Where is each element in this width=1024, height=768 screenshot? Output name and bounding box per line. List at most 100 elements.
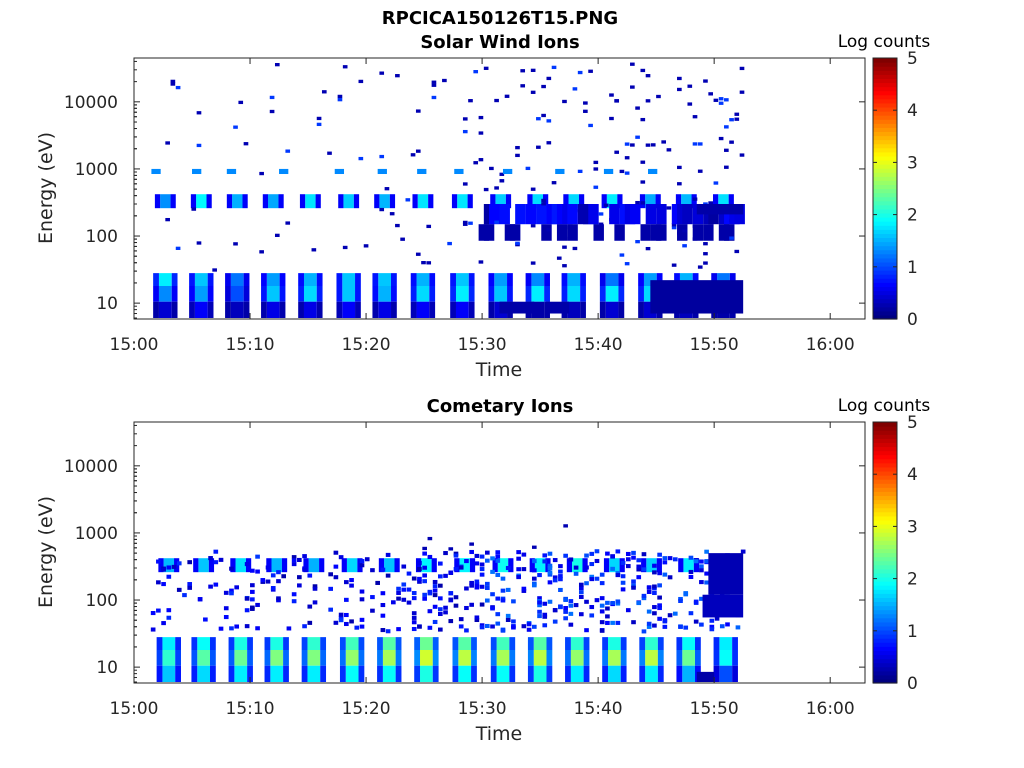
heatmap-cell [459,558,470,573]
heatmap-cell [334,168,345,175]
colorbar-segment [873,229,897,234]
heatmap-cell [207,285,214,302]
y-tick-label: 100 [86,227,118,247]
heatmap-cell [359,589,365,594]
heatmap-cell [484,623,490,629]
colorbar-segment [873,654,897,660]
heatmap-cell [377,637,383,650]
heatmap-cell [511,619,516,624]
cometary-colorbar-label: Log counts [838,396,931,416]
heatmap-cell [529,558,535,573]
heatmap-cell [175,649,181,666]
heatmap-cell [583,649,590,666]
colorbar-segment [873,430,897,435]
heatmap-cell [509,649,516,666]
heatmap-cell [234,665,248,683]
heatmap-cell [500,588,506,593]
heatmap-cell [708,553,744,595]
heatmap-cell [703,261,708,265]
heatmap-cell [568,557,574,562]
colorbar-segment [873,111,897,116]
heatmap-cell [527,637,534,650]
heatmap-cell [509,665,516,683]
heatmap-cell [196,241,202,245]
heatmap-cell [170,82,176,86]
colorbar-segment [873,572,897,578]
heatmap-cell [427,536,433,541]
colorbar-segment [873,233,897,239]
heatmap-cell [693,619,699,624]
heatmap-cell [713,637,720,650]
heatmap-cell [577,70,583,75]
heatmap-cell [558,574,563,579]
colorbar-segment [873,278,897,283]
heatmap-cell [547,572,553,577]
heatmap-cell [542,601,548,606]
heatmap-cell [274,233,280,238]
heatmap-cell [244,562,250,567]
heatmap-cell [270,573,276,578]
heatmap-cell [696,671,715,683]
heatmap-cell [234,585,240,590]
heatmap-cell [609,116,614,121]
heatmap-cell [704,559,709,564]
heatmap-cell [542,559,548,564]
heatmap-cell [620,637,627,650]
heatmap-cell [545,301,570,314]
heatmap-cell [699,596,704,601]
heatmap-cell [495,558,501,563]
heatmap-cell [363,244,369,248]
heatmap-cell [515,153,520,158]
heatmap-cell [603,168,614,175]
heatmap-cell [625,551,631,556]
heatmap-cell [458,565,464,570]
heatmap-cell [598,222,604,226]
heatmap-cell [713,181,719,185]
heatmap-cell [479,562,485,567]
heatmap-cell [438,583,443,588]
heatmap-cell [546,665,553,683]
heatmap-cell [283,637,289,650]
heatmap-cell [454,558,460,573]
heatmap-cell [218,557,224,562]
heatmap-cell [500,576,506,581]
colorbar-segment [873,674,897,680]
heatmap-cell [568,611,574,616]
heatmap-cell [495,572,501,577]
heatmap-cell [151,168,161,175]
colorbar-segment [873,662,897,668]
heatmap-cell [631,585,636,590]
heatmap-cell [594,558,600,564]
heatmap-cell [640,180,646,184]
heatmap-cell [291,562,297,567]
heatmap-cell [226,168,237,175]
heatmap-cell [635,200,640,205]
heatmap-cell [265,565,271,570]
heatmap-cell [565,637,571,650]
heatmap-cell [250,568,255,573]
heatmap-cell [650,280,744,314]
heatmap-cell [546,228,552,232]
x-tick-label: 15:50 [690,335,739,355]
heatmap-cell [531,624,537,629]
heatmap-cell [645,637,658,650]
heatmap-cell [479,554,485,559]
heatmap-cell [505,613,511,618]
heatmap-cell [563,616,568,621]
heatmap-cell [546,76,552,81]
heatmap-cell [255,569,260,574]
heatmap-cell [422,596,427,601]
heatmap-cell [546,637,553,650]
heatmap-cell [270,637,284,650]
heatmap-cell [515,241,520,245]
colorbar-segment [873,192,897,198]
heatmap-cell [561,285,568,302]
heatmap-cell [213,560,219,565]
heatmap-cell [496,665,510,683]
heatmap-cell [657,583,662,588]
heatmap-cell [657,649,664,666]
heatmap-cell [646,589,652,594]
colorbar-segment [873,270,897,275]
heatmap-cell [208,584,213,589]
heatmap-cell [489,166,494,171]
